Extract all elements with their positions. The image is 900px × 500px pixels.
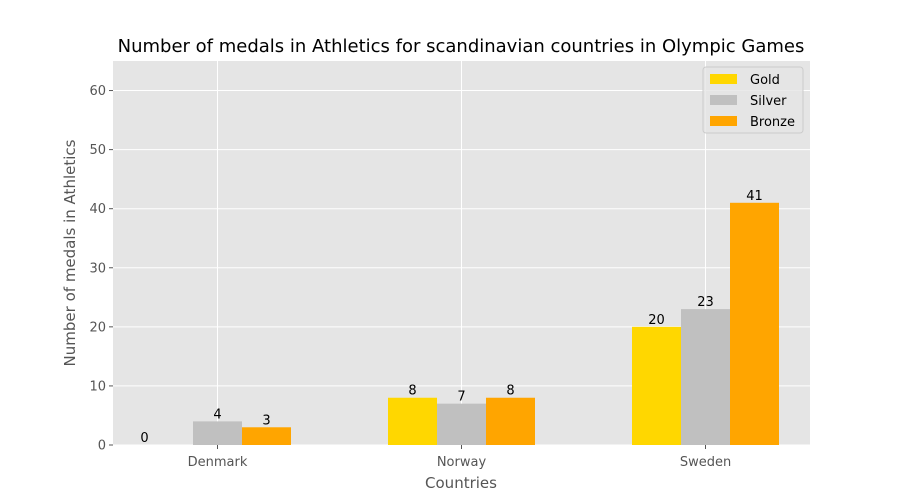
bar-gold-sweden xyxy=(632,326,681,445)
data-label: 0 xyxy=(140,431,148,446)
y-tick-label: 60 xyxy=(89,84,106,99)
bar-silver-sweden xyxy=(681,309,730,445)
data-label: 20 xyxy=(648,313,665,328)
x-axis-label: Countries xyxy=(425,474,497,492)
data-label: 3 xyxy=(262,413,270,428)
data-label: 41 xyxy=(746,189,763,204)
bar-bronze-norway xyxy=(486,397,535,445)
legend-label-silver: Silver xyxy=(750,94,787,109)
bar-silver-denmark xyxy=(193,421,242,445)
data-label: 23 xyxy=(697,295,714,310)
bar-bronze-sweden xyxy=(730,202,779,445)
data-label: 7 xyxy=(457,390,465,405)
y-axis-ticks: 0 10 20 30 40 50 60 xyxy=(89,84,113,454)
data-label: 8 xyxy=(506,384,514,399)
y-tick-label: 30 xyxy=(89,261,106,276)
chart-title: Number of medals in Athletics for scandi… xyxy=(118,36,805,57)
y-tick-label: 40 xyxy=(89,202,106,217)
data-labels: 0 8 20 4 7 23 3 8 41 xyxy=(140,189,762,446)
bar-silver-norway xyxy=(437,403,486,445)
legend-label-gold: Gold xyxy=(750,73,780,88)
x-tick-label: Norway xyxy=(437,455,487,470)
data-label: 8 xyxy=(408,384,416,399)
y-tick-label: 20 xyxy=(89,320,106,335)
legend: Gold Silver Bronze xyxy=(702,66,804,134)
y-tick-label: 0 xyxy=(98,439,106,454)
x-tick-label: Denmark xyxy=(188,455,248,470)
legend-swatch-gold xyxy=(710,74,737,84)
bar-bronze-denmark xyxy=(242,427,291,445)
legend-label-bronze: Bronze xyxy=(750,115,795,130)
y-tick-label: 10 xyxy=(89,379,106,394)
bars xyxy=(193,202,779,445)
legend-swatch-silver xyxy=(710,95,737,105)
y-axis-label: Number of medals in Athletics xyxy=(61,139,79,366)
y-tick-label: 50 xyxy=(89,143,106,158)
legend-swatch-bronze xyxy=(710,116,737,126)
x-tick-label: Sweden xyxy=(680,455,731,470)
x-axis-ticks: Denmark Norway Sweden xyxy=(188,445,731,470)
data-label: 4 xyxy=(213,407,221,422)
bar-gold-norway xyxy=(388,397,437,445)
